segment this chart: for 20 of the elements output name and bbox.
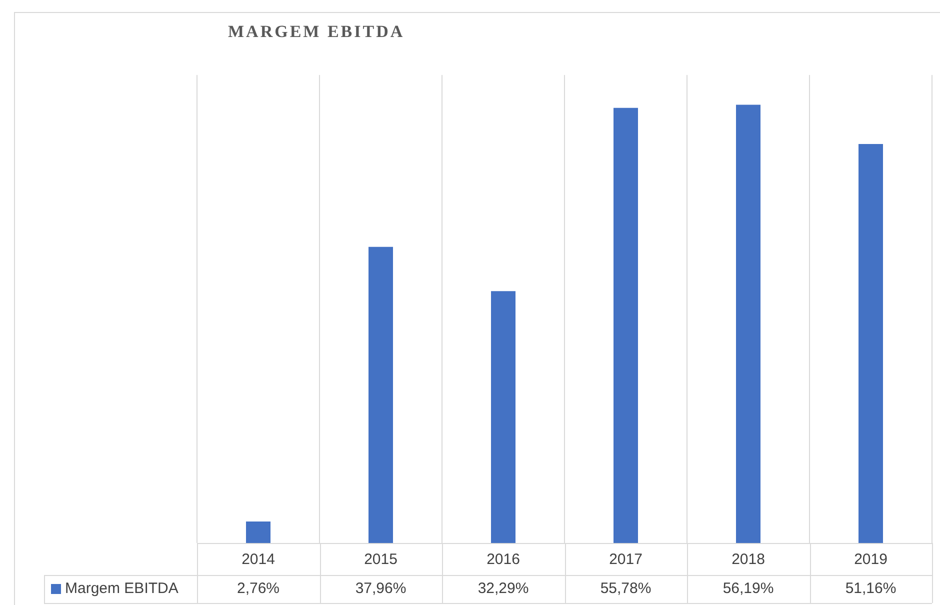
bar bbox=[246, 521, 270, 543]
bar bbox=[614, 108, 638, 543]
bar bbox=[491, 291, 516, 543]
bar bbox=[858, 144, 883, 543]
x-tick-label: 2015 bbox=[364, 551, 398, 568]
x-tick-label: 2017 bbox=[609, 551, 642, 568]
legend-label: Margem EBITDA bbox=[65, 580, 178, 598]
x-tick-label: 2014 bbox=[242, 551, 275, 568]
data-label: 2,76% bbox=[236, 580, 280, 598]
data-label: 32,29% bbox=[478, 580, 529, 598]
x-tick-label: 2016 bbox=[486, 551, 520, 568]
bar bbox=[368, 246, 393, 543]
data-label: 56,19% bbox=[722, 580, 774, 598]
bar bbox=[736, 104, 760, 543]
x-tick-label: 2018 bbox=[732, 551, 765, 568]
chart-title: MARGEM EBITDA bbox=[228, 22, 405, 42]
x-tick-label: 2019 bbox=[854, 551, 888, 568]
data-label: 37,96% bbox=[355, 580, 406, 598]
data-label: 55,78% bbox=[600, 580, 652, 598]
data-label: 51,16% bbox=[845, 580, 896, 598]
